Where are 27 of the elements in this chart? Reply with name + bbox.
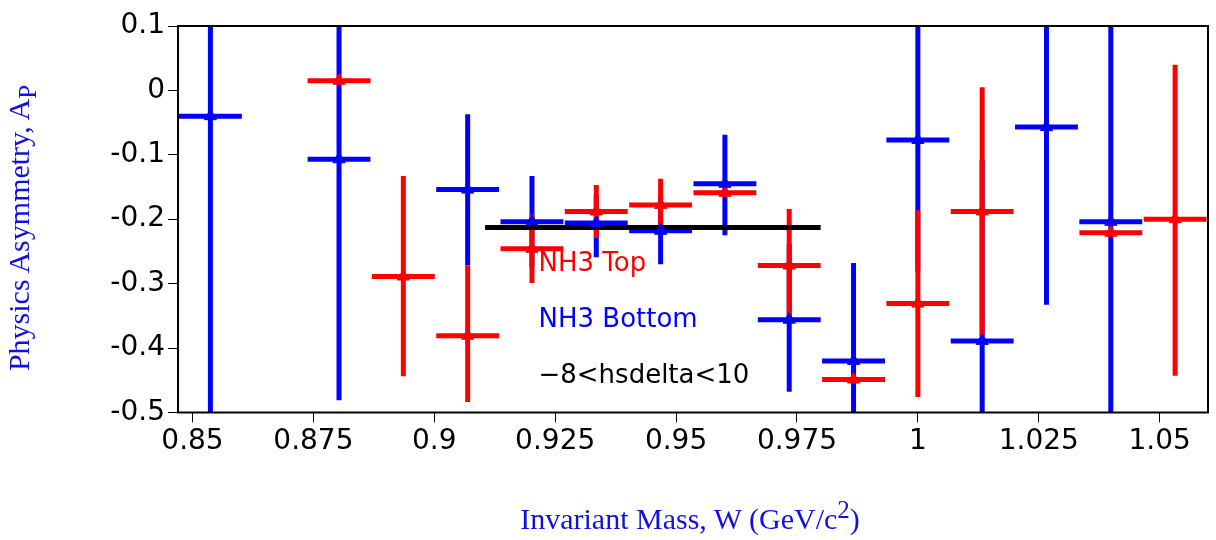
- series-label: NH3 Top: [538, 247, 647, 278]
- x-tick-label: 1: [908, 423, 927, 457]
- x-tick-label: 0.925: [515, 423, 596, 457]
- x-tick-label: 0.975: [756, 423, 838, 457]
- x-axis-title: Invariant Mass, W (GeV/c$^{2}$): [520, 496, 860, 536]
- x-tick-label: 0.875: [273, 423, 354, 457]
- point: [782, 312, 796, 324]
- point: [718, 185, 732, 197]
- x-tick-label: 1.025: [998, 423, 1079, 457]
- x-tick-label: 1.05: [1128, 423, 1191, 457]
- point: [975, 333, 989, 345]
- y-tick-label: -0.2: [110, 200, 165, 234]
- text: NH3 Bottom: [538, 303, 698, 334]
- x-tick-label: 0.95: [644, 423, 708, 457]
- y-tick-label: -0.4: [110, 329, 165, 363]
- y-tick-label: -0.3: [110, 264, 165, 298]
- point: [1104, 225, 1118, 237]
- x-tick-label: 0.9: [412, 423, 457, 457]
- y-tick-label: 0.1: [120, 7, 165, 41]
- y-tick-label: 0: [147, 71, 165, 105]
- point: [654, 223, 668, 235]
- point: [846, 372, 861, 384]
- annotation: −8<hsdelta<10: [538, 359, 750, 390]
- point: [589, 215, 603, 228]
- point: [525, 214, 539, 226]
- y-tick-label: -0.1: [110, 136, 165, 170]
- point: [332, 73, 346, 85]
